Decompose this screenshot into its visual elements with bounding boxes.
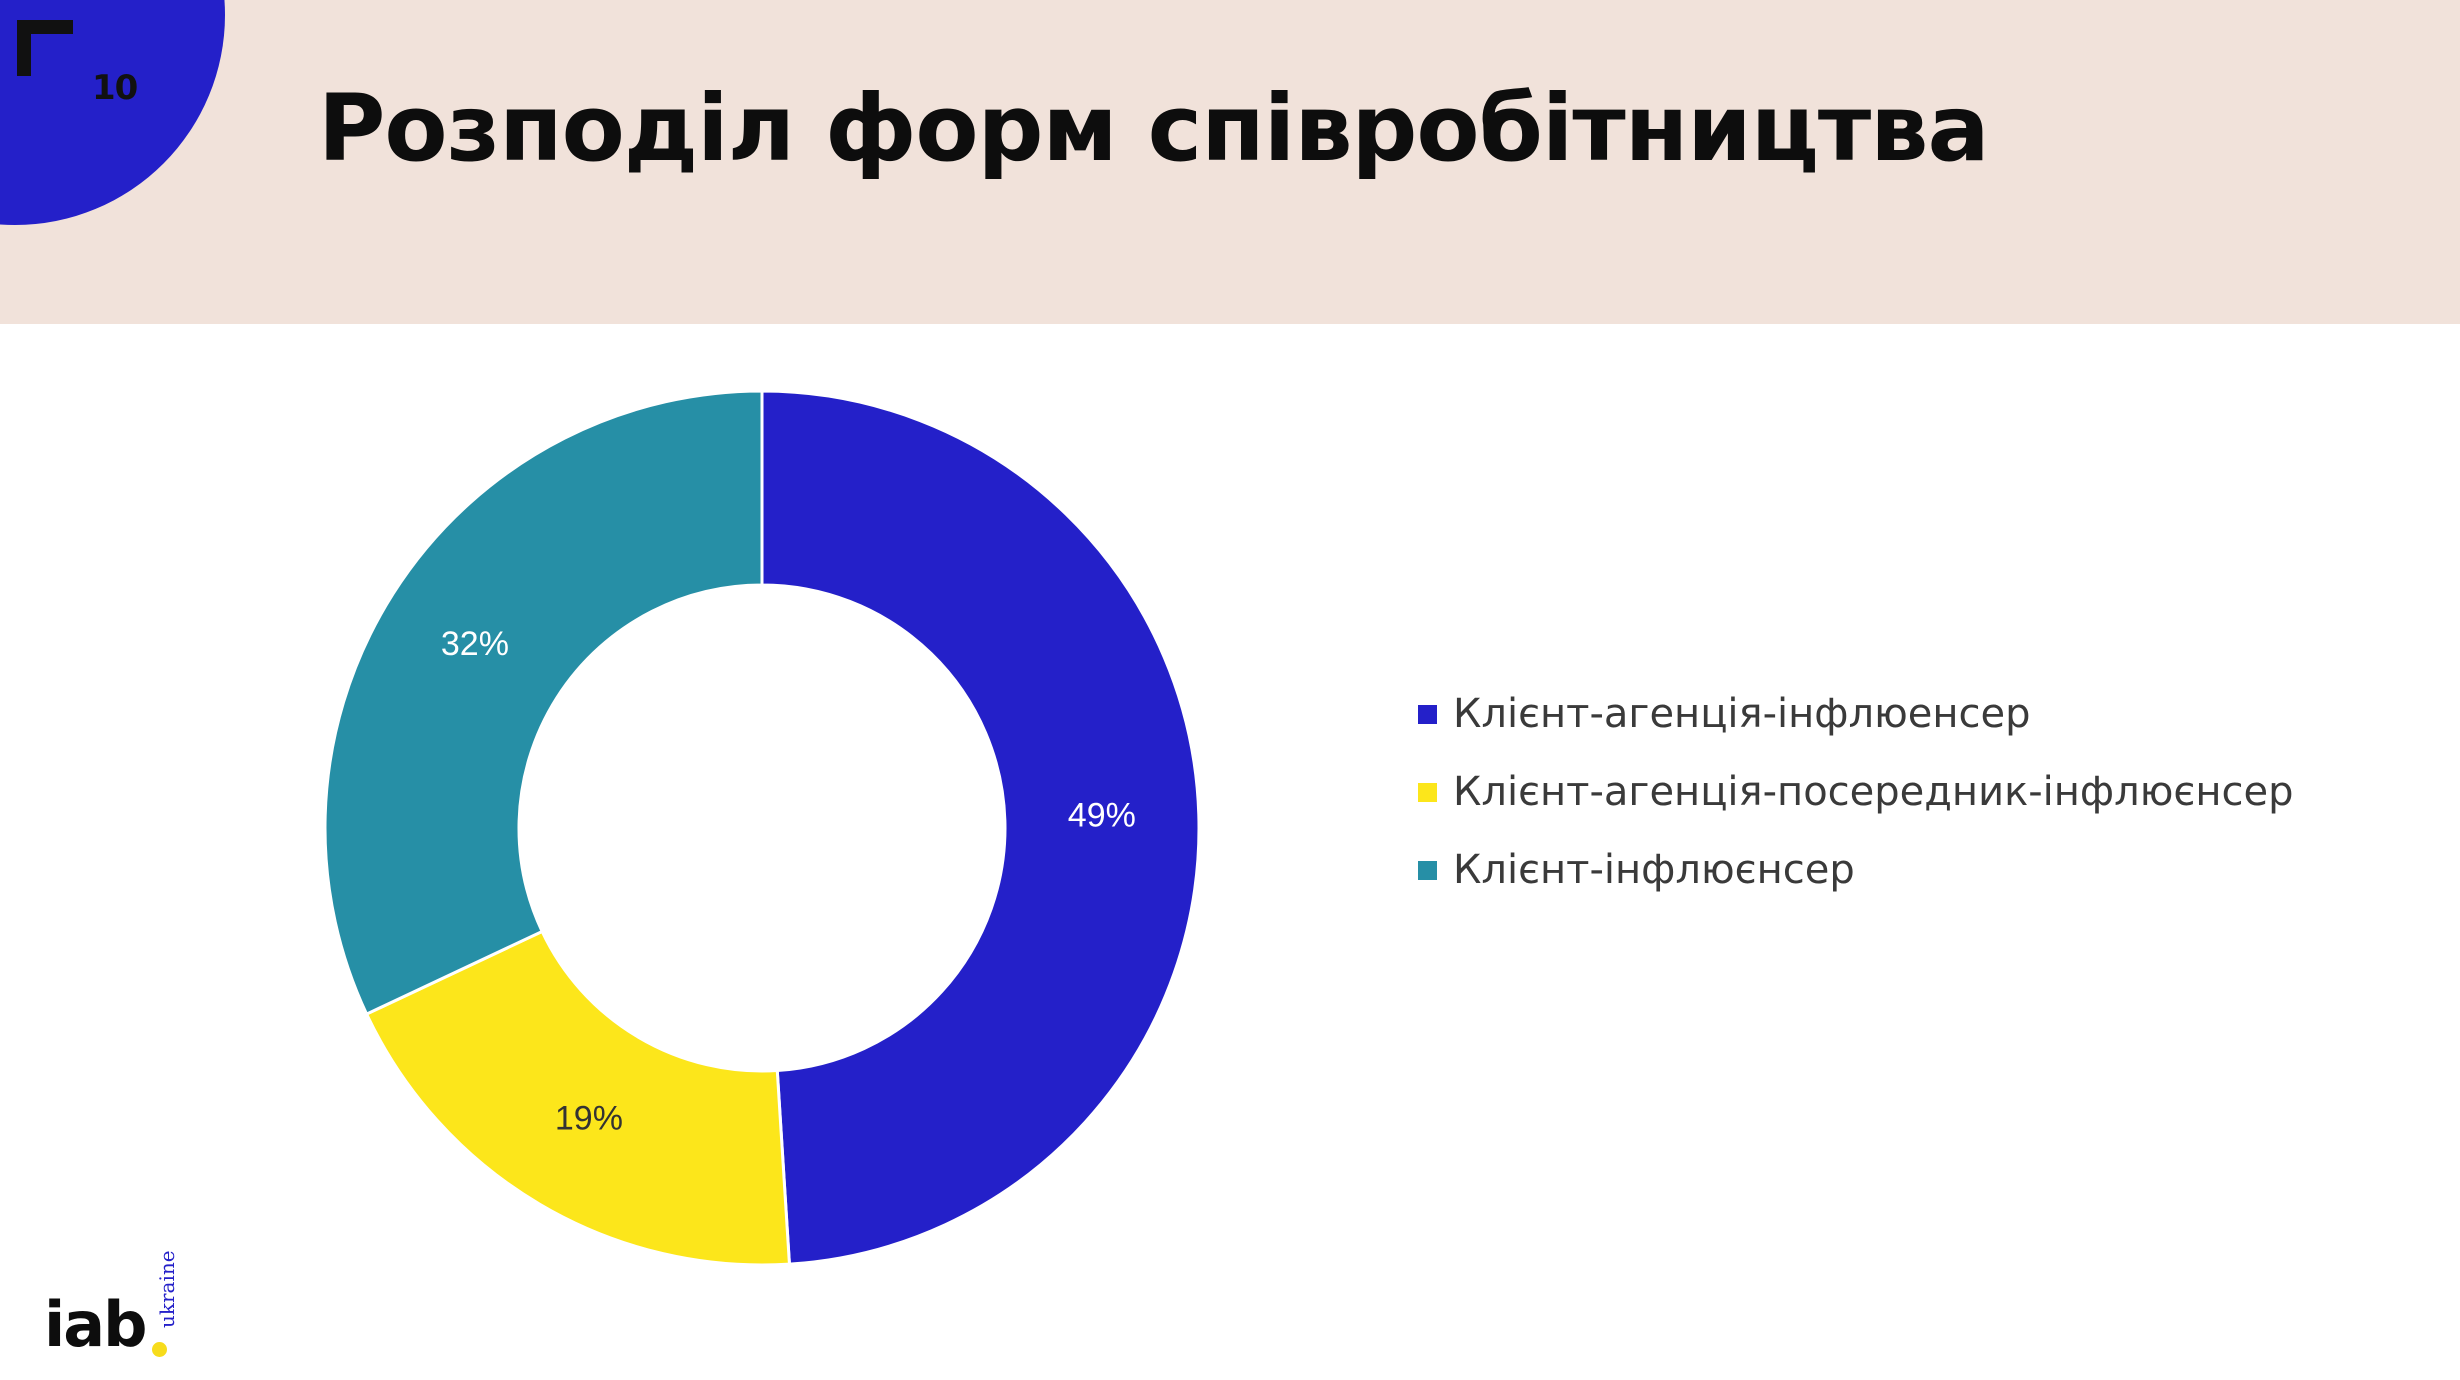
donut-slice-1 <box>760 389 1201 1266</box>
donut-slice-labels: 49% 19% 32% <box>441 625 1136 1138</box>
legend-swatch <box>1418 704 1437 724</box>
chart-legend: Клієнт-агенція-інфлюенсер Клієнт-агенція-… <box>1418 675 2293 909</box>
legend-swatch <box>1418 860 1437 880</box>
iab-ukraine-logo: iab ukraine <box>44 1250 194 1370</box>
donut-slice-3 <box>323 389 764 1017</box>
corner-bracket-icon <box>17 20 73 76</box>
donut-slices <box>323 389 1201 1267</box>
legend-label: Клієнт-агенція-посередник-інфлюєнсер <box>1453 769 2294 815</box>
legend-label: Клієнт-агенція-інфлюенсер <box>1453 691 2031 737</box>
logo-text: iab <box>44 1288 147 1361</box>
slice-value-label: 19% <box>555 1100 623 1138</box>
legend-label: Клієнт-інфлюєнсер <box>1453 847 1855 893</box>
legend-item: Клієнт-агенція-посередник-інфлюєнсер <box>1418 753 2293 831</box>
slice-value-label: 49% <box>1068 796 1136 834</box>
legend-item: Клієнт-агенція-інфлюенсер <box>1418 675 2293 753</box>
slice-value-label: 32% <box>441 625 509 663</box>
page-title: Розподіл форм співробітництва <box>318 75 1990 182</box>
legend-item: Клієнт-інфлюєнсер <box>1418 831 2293 909</box>
legend-swatch <box>1418 782 1437 802</box>
slide-number: 10 <box>92 68 138 108</box>
header-band <box>0 0 2460 324</box>
logo-subtext: ukraine <box>155 1250 179 1328</box>
donut-slice-2 <box>364 929 792 1267</box>
logo-dot <box>152 1342 167 1357</box>
